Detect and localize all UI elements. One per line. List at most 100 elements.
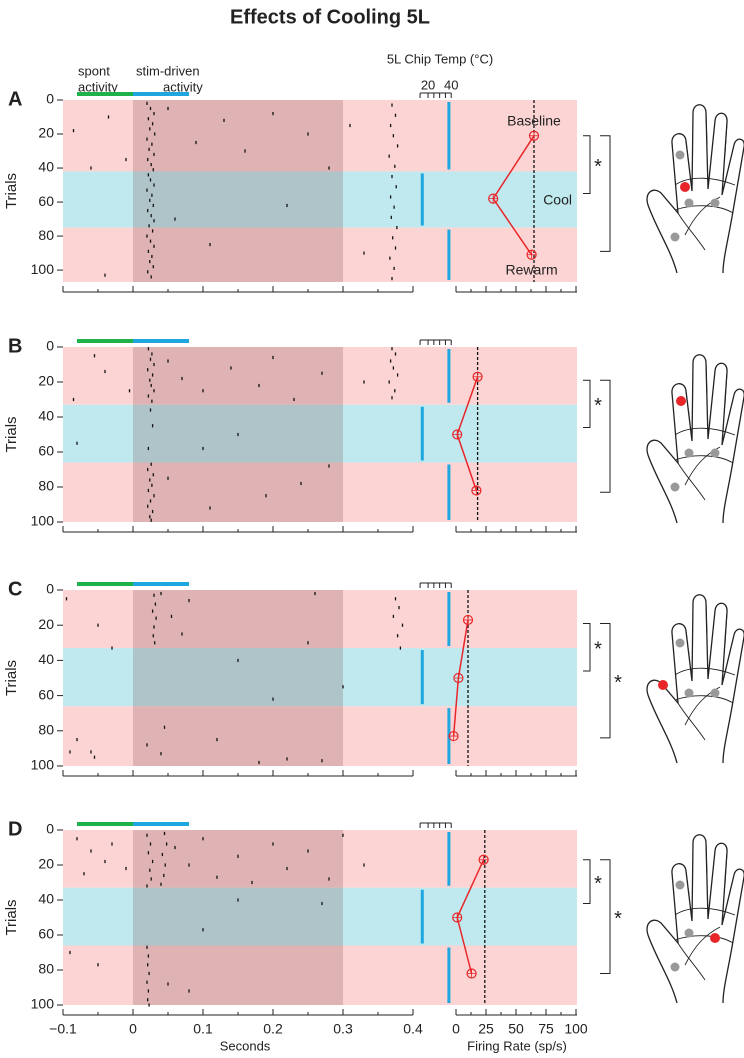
y-tick-label: 40 bbox=[38, 891, 54, 907]
y-tick-label: 100 bbox=[31, 261, 55, 277]
condition-band bbox=[63, 648, 577, 707]
significance-bracket bbox=[600, 622, 611, 739]
rate-point-cross bbox=[471, 486, 481, 495]
analysis-window bbox=[133, 830, 343, 1005]
rate-point-cross bbox=[452, 913, 462, 922]
condition-band bbox=[63, 100, 577, 172]
rate-point-cross bbox=[453, 673, 463, 683]
y-tick-label: 20 bbox=[38, 125, 54, 141]
spont-label: spont bbox=[78, 63, 110, 78]
rate-point-cross bbox=[527, 250, 537, 260]
rate-tick-label: 75 bbox=[538, 1021, 554, 1037]
condition-label: Cool bbox=[543, 191, 572, 207]
significance-bracket bbox=[600, 135, 611, 252]
significance-star: * bbox=[594, 638, 602, 660]
y-tick-label: 60 bbox=[38, 443, 54, 459]
y-tick-label: 60 bbox=[38, 193, 54, 209]
y-tick-label: 60 bbox=[38, 926, 54, 942]
condition-band bbox=[63, 227, 577, 282]
y-tick-label: 0 bbox=[46, 91, 54, 107]
hand-diagram bbox=[646, 834, 744, 1004]
significance-bracket bbox=[583, 622, 591, 672]
y-tick-label: 100 bbox=[31, 513, 55, 529]
temp-tick-label: 20 bbox=[421, 77, 435, 92]
y-tick-label: 80 bbox=[38, 478, 54, 494]
x-axis-label: Seconds bbox=[220, 1038, 271, 1053]
y-tick-label: 100 bbox=[31, 996, 55, 1012]
significance-bracket bbox=[600, 379, 611, 493]
y-tick-label: 20 bbox=[38, 373, 54, 389]
hand-diagram bbox=[646, 594, 744, 764]
y-axis-label: Trials bbox=[3, 899, 20, 935]
x-tick-label: 0 bbox=[129, 1021, 137, 1037]
rate-point-cross bbox=[463, 615, 473, 625]
condition-label: Rewarm bbox=[506, 261, 558, 277]
analysis-window bbox=[133, 590, 343, 766]
x-tick-label: 0.2 bbox=[263, 1021, 283, 1037]
y-tick-label: 40 bbox=[38, 408, 54, 424]
hand-diagram bbox=[646, 354, 744, 524]
rate-point-cross bbox=[488, 194, 498, 204]
x-tick-label: 0.4 bbox=[403, 1021, 423, 1037]
rate-point-cross bbox=[449, 731, 459, 741]
significance-bracket bbox=[583, 859, 591, 904]
condition-label: Baseline bbox=[507, 112, 561, 128]
rate-point-cross bbox=[473, 372, 483, 382]
x-tick-label: 0.3 bbox=[333, 1021, 353, 1037]
significance-star: * bbox=[594, 395, 602, 417]
y-tick-label: 0 bbox=[46, 821, 54, 837]
chart-title: Effects of Cooling 5L bbox=[230, 6, 430, 28]
y-tick-label: 60 bbox=[38, 686, 54, 702]
panel-letter: A bbox=[8, 88, 22, 110]
panel-letter: B bbox=[8, 335, 22, 357]
condition-band bbox=[63, 171, 577, 228]
rate-tick-label: 25 bbox=[478, 1021, 494, 1037]
y-tick-label: 0 bbox=[46, 581, 54, 597]
y-axis-label: Trials bbox=[3, 660, 20, 696]
y-tick-label: 20 bbox=[38, 856, 54, 872]
analysis-window bbox=[133, 100, 343, 282]
rate-point-cross bbox=[467, 969, 477, 978]
stim-label: activity bbox=[163, 79, 203, 94]
significance-star: * bbox=[594, 156, 602, 178]
condition-band bbox=[63, 706, 577, 766]
spont-label: activity bbox=[78, 79, 118, 94]
significance-bracket bbox=[583, 379, 591, 428]
y-tick-label: 80 bbox=[38, 722, 54, 738]
y-tick-label: 0 bbox=[46, 338, 54, 354]
rate-tick-label: 0 bbox=[452, 1021, 460, 1037]
y-axis-label: Trials bbox=[3, 173, 20, 209]
significance-star: * bbox=[594, 873, 602, 895]
significance-bracket bbox=[600, 859, 611, 974]
significance-star: * bbox=[614, 908, 622, 930]
significance-bracket bbox=[583, 135, 591, 195]
y-tick-label: 40 bbox=[38, 159, 54, 175]
condition-band bbox=[63, 830, 577, 888]
rate-tick-label: 100 bbox=[564, 1021, 588, 1037]
temp-tick-label: 40 bbox=[444, 77, 458, 92]
hand-diagram bbox=[646, 104, 744, 274]
condition-band bbox=[63, 404, 577, 463]
stim-label: stim-driven bbox=[136, 63, 200, 78]
rate-point-cross bbox=[529, 131, 539, 141]
condition-band bbox=[63, 887, 577, 946]
y-tick-label: 20 bbox=[38, 616, 54, 632]
x-tick-label: −0.1 bbox=[49, 1021, 77, 1037]
y-tick-label: 80 bbox=[38, 227, 54, 243]
rate-point-cross bbox=[479, 855, 489, 865]
y-tick-label: 80 bbox=[38, 961, 54, 977]
x-tick-label: 0.1 bbox=[193, 1021, 213, 1037]
condition-band bbox=[63, 590, 577, 649]
condition-band bbox=[63, 462, 577, 522]
panel-letter: C bbox=[8, 578, 22, 600]
y-axis-label: Trials bbox=[3, 416, 20, 452]
temp-axis-label: 5L Chip Temp (°C) bbox=[387, 51, 493, 66]
y-tick-label: 40 bbox=[38, 651, 54, 667]
panel-letter: D bbox=[8, 818, 22, 840]
significance-star: * bbox=[614, 672, 622, 694]
y-tick-label: 100 bbox=[31, 757, 55, 773]
rate-point-cross bbox=[452, 430, 462, 439]
rate-tick-label: 50 bbox=[508, 1021, 524, 1037]
rate-axis-label: Firing Rate (sp/s) bbox=[467, 1038, 567, 1053]
